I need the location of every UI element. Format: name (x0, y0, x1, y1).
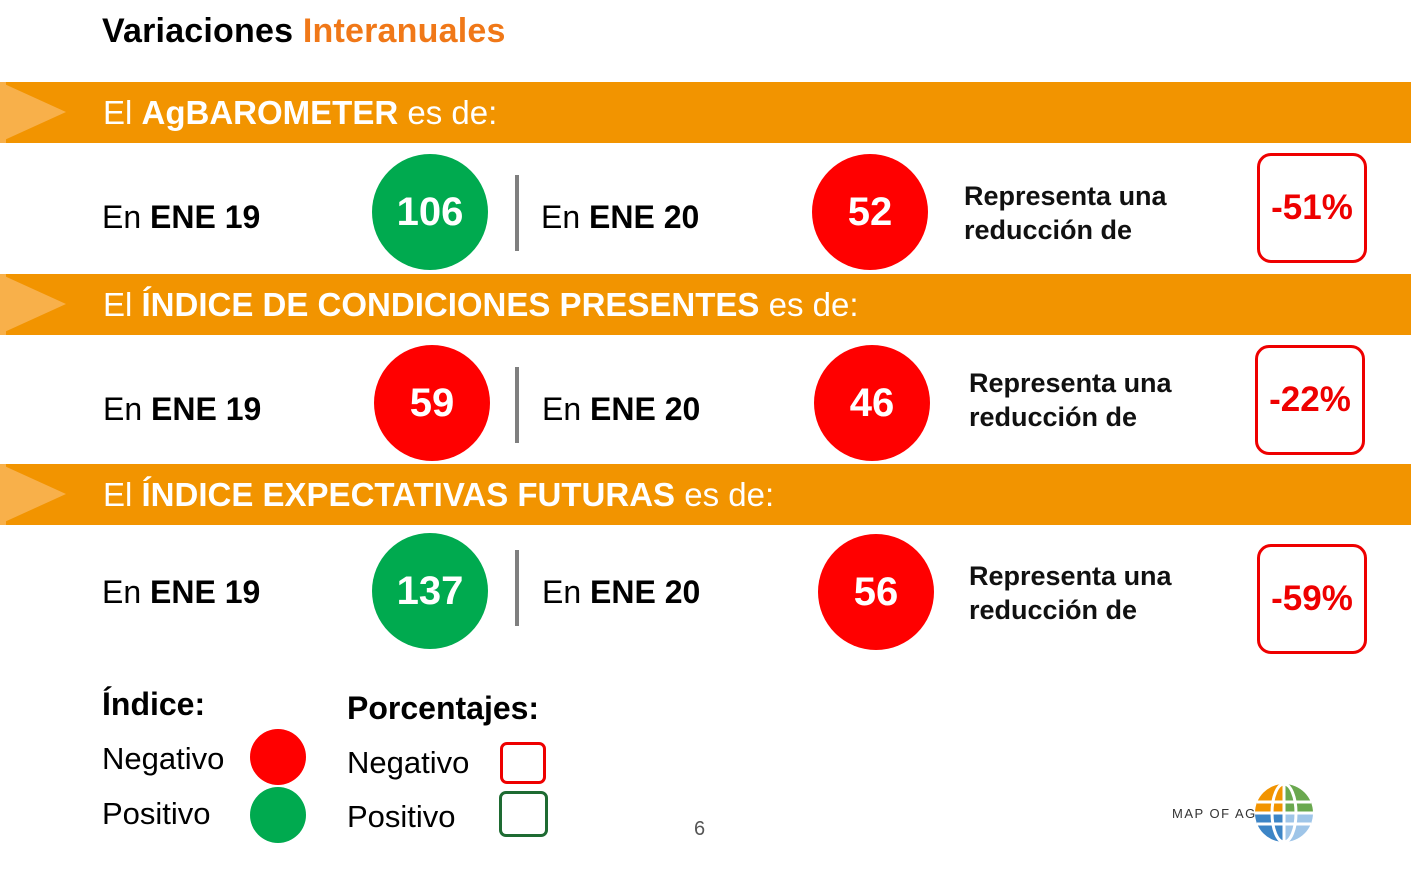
heading-prefix: El (103, 476, 133, 513)
before-period: ENE 19 (151, 391, 262, 427)
before-value-circle: 106 (372, 154, 488, 270)
after-prefix: En (542, 574, 582, 610)
before-prefix: En (103, 391, 143, 427)
after-prefix: En (541, 199, 581, 235)
heading-suffix: es de: (768, 286, 859, 323)
after-label: En ENE 20 (542, 391, 700, 428)
legend-pct-title: Porcentajes: (347, 690, 540, 726)
section-band-condiciones: El ÍNDICE DE CONDICIONES PRESENTES es de… (0, 274, 1411, 335)
heading-bold: ÍNDICE EXPECTATIVAS FUTURAS (141, 476, 676, 513)
legend-index-negative-label: Negativo (102, 741, 225, 776)
heading-prefix: El (103, 94, 133, 131)
before-label: En ENE 19 (103, 391, 261, 428)
heading-prefix: El (103, 286, 133, 323)
legend-pct-positive-label: Positivo (347, 799, 456, 834)
section-band-agbarometer: El AgBAROMETER es de: (0, 82, 1411, 143)
represent-text: Representa una reducción de (964, 179, 1167, 247)
represent-line2: reducción de (964, 215, 1133, 245)
represent-line1: Representa una (969, 368, 1172, 398)
separator (515, 367, 519, 443)
separator (515, 550, 519, 626)
globe-logo-icon (1255, 782, 1313, 844)
before-label: En ENE 19 (102, 574, 260, 611)
legend-negative-dot (250, 729, 306, 785)
after-value-circle: 56 (818, 534, 934, 650)
before-label: En ENE 19 (102, 199, 260, 236)
represent-text: Representa una reducción de (969, 366, 1172, 434)
legend-positive-dot (250, 787, 306, 843)
before-period: ENE 19 (150, 199, 261, 235)
section-row-agbarometer: En ENE 19 106 En ENE 20 52 Representa un… (0, 151, 1411, 271)
legend-pct-negative-label: Negativo (347, 745, 470, 780)
after-label: En ENE 20 (541, 199, 699, 236)
change-percentage: -51% (1257, 153, 1367, 263)
heading-suffix: es de: (684, 476, 775, 513)
legend-positive-box (499, 791, 548, 837)
band-chevron-arrow (0, 82, 66, 142)
section-heading: El ÍNDICE EXPECTATIVAS FUTURAS es de: (103, 476, 774, 514)
page-number: 6 (694, 818, 706, 840)
before-value-circle: 59 (374, 345, 490, 461)
separator (515, 175, 519, 251)
legend-negative-box (500, 742, 546, 784)
heading-bold: ÍNDICE DE CONDICIONES PRESENTES (141, 286, 760, 323)
represent-line2: reducción de (969, 595, 1138, 625)
after-period: ENE 20 (590, 574, 701, 610)
section-row-condiciones: En ENE 19 59 En ENE 20 46 Representa una… (0, 342, 1411, 462)
represent-text: Representa una reducción de (969, 559, 1172, 627)
band-chevron-arrow (0, 274, 66, 334)
after-prefix: En (542, 391, 582, 427)
logo-text: MAP OF AG (1172, 806, 1257, 821)
before-value-circle: 137 (372, 533, 488, 649)
change-percentage: -22% (1255, 345, 1365, 455)
after-period: ENE 20 (590, 391, 701, 427)
before-prefix: En (102, 199, 142, 235)
section-heading: El ÍNDICE DE CONDICIONES PRESENTES es de… (103, 286, 859, 324)
legend-index-title: Índice: (102, 686, 206, 722)
after-value-circle: 46 (814, 345, 930, 461)
before-prefix: En (102, 574, 142, 610)
represent-line2: reducción de (969, 402, 1138, 432)
after-label: En ENE 20 (542, 574, 700, 611)
after-value-circle: 52 (812, 154, 928, 270)
legend-index-positive-label: Positivo (102, 796, 211, 831)
title-accent: Interanuales (302, 12, 506, 50)
title-main: Variaciones (102, 12, 294, 50)
section-row-expectativas: En ENE 19 137 En ENE 20 56 Representa un… (0, 532, 1411, 654)
change-percentage: -59% (1257, 544, 1367, 654)
represent-line1: Representa una (964, 181, 1167, 211)
band-chevron-arrow (0, 464, 66, 524)
section-heading: El AgBAROMETER es de: (103, 94, 497, 132)
page-title: Variaciones Interanuales (102, 12, 506, 51)
heading-suffix: es de: (407, 94, 498, 131)
represent-line1: Representa una (969, 561, 1172, 591)
heading-bold: AgBAROMETER (141, 94, 399, 131)
section-band-expectativas: El ÍNDICE EXPECTATIVAS FUTURAS es de: (0, 464, 1411, 525)
before-period: ENE 19 (150, 574, 261, 610)
after-period: ENE 20 (589, 199, 700, 235)
